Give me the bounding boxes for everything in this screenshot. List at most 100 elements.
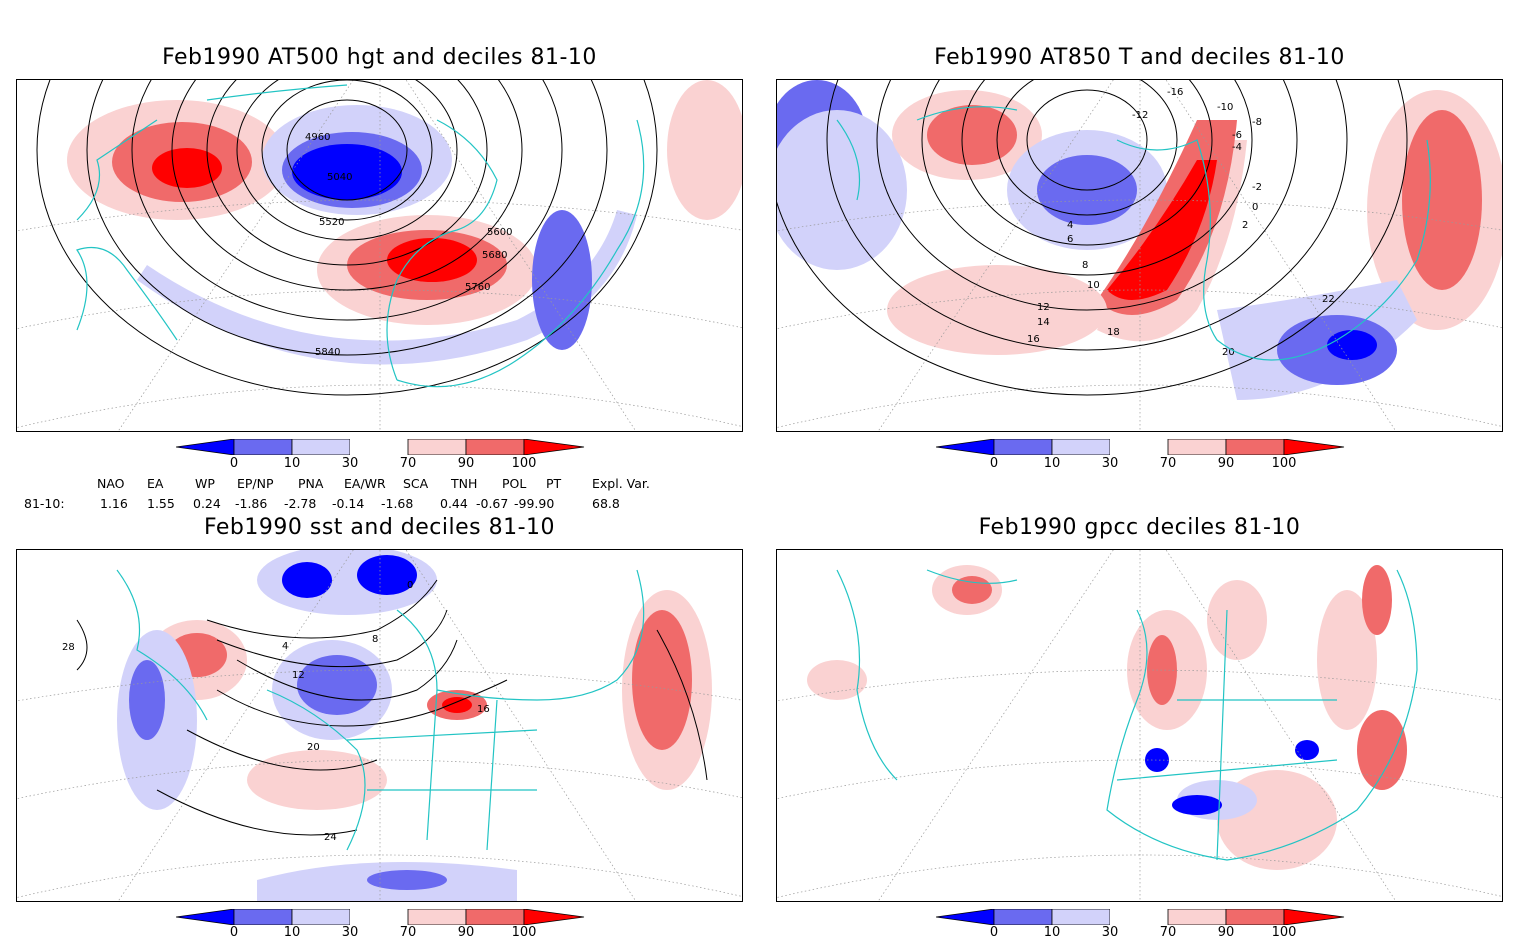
index-value: 1.16 [100, 496, 128, 511]
contour-label: 16 [477, 704, 490, 715]
colorbar-tick: 0 [989, 925, 999, 940]
contour-label: -6 [1232, 130, 1242, 141]
contour-label: 4 [282, 641, 288, 652]
index-value: -99.90 [514, 496, 555, 511]
index-header: NAO [97, 476, 125, 491]
colorbar-tick: 30 [341, 456, 359, 471]
index-header: EA/WR [344, 476, 386, 491]
anomaly-deep-red [1107, 160, 1217, 300]
anomaly-mid-red [1402, 110, 1482, 290]
index-value: -2.78 [284, 496, 317, 511]
colorbar-tick: 100 [1271, 456, 1297, 471]
anomaly-light-red [247, 750, 387, 810]
index-header: POL [502, 476, 527, 491]
anomaly-mid-blue [367, 870, 447, 890]
panel-title-hgt: Feb1990 AT500 hgt and deciles 81-10 [162, 45, 597, 70]
colorbar-swatches [175, 438, 585, 456]
contour-label: 5760 [465, 282, 490, 293]
index-header: EP/NP [237, 476, 274, 491]
contour-label: 5520 [319, 217, 344, 228]
contour-label: -2 [1252, 182, 1262, 193]
map-panel-gpcc [776, 549, 1503, 902]
colorbar-gpcc: 0 10 30 70 90 100 [935, 908, 1346, 940]
contour-label: -10 [1217, 102, 1233, 113]
anomaly-deep-blue [1295, 740, 1319, 760]
index-header: Expl. Var. [592, 476, 650, 491]
colorbar-tick: 70 [399, 456, 417, 471]
anomaly-deep-blue [1172, 795, 1222, 815]
anomaly-mid-red [1147, 635, 1177, 705]
colorbar-tick: 10 [283, 925, 301, 940]
colorbar-hgt: 0 10 30 70 90 100 [175, 438, 586, 475]
map-hgt: 4960 5040 5520 5600 5680 5760 5840 [17, 80, 742, 431]
index-value: 0.44 [440, 496, 468, 511]
index-header: TNH [451, 476, 478, 491]
contour-label: 5600 [487, 227, 512, 238]
anomaly-mid-red [1357, 710, 1407, 790]
colorbar-swatches [935, 438, 1345, 456]
anomaly-deep-red [387, 238, 477, 282]
map-t850: -16 -12 -10 -8 -6 -4 -2 0 2 4 6 8 10 12 … [777, 80, 1502, 431]
anomaly-mid-blue [297, 655, 377, 715]
index-header: SCA [403, 476, 429, 491]
contour-label: 4 [1067, 220, 1073, 231]
anomaly-deep-blue [292, 144, 402, 200]
index-header: WP [195, 476, 215, 491]
map-sst: 0 4 8 12 16 20 24 28 [17, 550, 742, 901]
map-panel-sst: 0 4 8 12 16 20 24 28 [16, 549, 743, 902]
index-header: EA [147, 476, 164, 491]
colorbar-swatches [175, 908, 585, 926]
contour-label: 20 [307, 742, 320, 753]
colorbar-tick: 0 [229, 925, 239, 940]
index-value: -0.14 [332, 496, 365, 511]
contour-label: 18 [1107, 327, 1120, 338]
panel-title-gpcc: Feb1990 gpcc deciles 81-10 [978, 515, 1301, 540]
anomaly-mid-red [632, 610, 692, 750]
panel-title-sst: Feb1990 sst and deciles 81-10 [203, 515, 556, 540]
anomaly-light-red [887, 265, 1107, 355]
panel-title-t850: Feb1990 AT850 T and deciles 81-10 [934, 45, 1345, 70]
colorbar-tick: 90 [457, 456, 475, 471]
contour-label: 12 [1037, 302, 1050, 313]
colorbar-tick: 90 [1217, 925, 1235, 940]
contour-label: 8 [372, 634, 378, 645]
colorbar-tick: 100 [1271, 925, 1297, 940]
anomaly-light-red [1207, 580, 1267, 660]
colorbar-swatches [935, 908, 1345, 926]
contour-label: 5040 [327, 172, 352, 183]
index-value: -1.86 [235, 496, 268, 511]
colorbar-tick: 10 [1043, 925, 1061, 940]
index-header: PNA [298, 476, 324, 491]
colorbar-tick: 10 [283, 456, 301, 471]
anomaly-deep-red [152, 148, 222, 188]
contour-label: 20 [1222, 347, 1235, 358]
contour-label: -8 [1252, 117, 1262, 128]
contour-label: 14 [1037, 317, 1050, 328]
colorbar-tick: 100 [511, 925, 537, 940]
contour-label: 28 [62, 642, 75, 653]
colorbar-t850: 0 10 30 70 90 100 [935, 438, 1346, 475]
colorbar-tick: 0 [989, 456, 999, 471]
contour-label: 5680 [482, 250, 507, 261]
teleconnection-indices: NAO EA WP EP/NP PNA EA/WR SCA TNH POL PT… [0, 472, 760, 514]
contour-label: 24 [324, 832, 337, 843]
colorbar-tick: 10 [1043, 456, 1061, 471]
contour-label: -12 [1132, 110, 1148, 121]
map-panel-hgt: 4960 5040 5520 5600 5680 5760 5840 [16, 79, 743, 432]
anomaly-deep-blue [357, 555, 417, 595]
anomaly-mid-blue [532, 210, 592, 350]
colorbar-tick: 70 [399, 925, 417, 940]
contour-label: -16 [1167, 87, 1183, 98]
contour-label: 12 [292, 670, 305, 681]
contour-label: 10 [1087, 280, 1100, 291]
anomaly-deep-blue [1327, 330, 1377, 360]
anomaly-deep-red [442, 697, 472, 713]
anomaly-light-blue [777, 110, 907, 270]
colorbar-tick: 0 [229, 456, 239, 471]
contour-label: 2 [1242, 220, 1248, 231]
contour-label: 16 [1027, 334, 1040, 345]
index-value: 0.24 [193, 496, 221, 511]
contour-label: -4 [1232, 142, 1242, 153]
anomaly-deep-blue [282, 562, 332, 598]
index-header: PT [546, 476, 562, 491]
